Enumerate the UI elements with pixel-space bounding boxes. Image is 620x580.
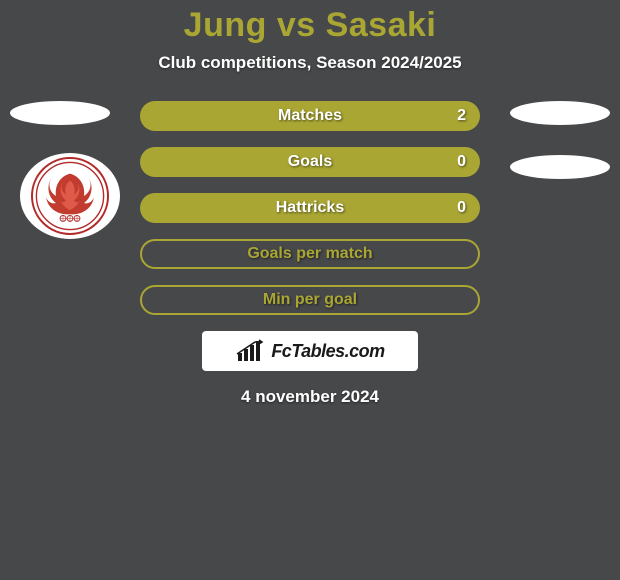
- phoenix-icon: [35, 161, 105, 231]
- stat-label: Min per goal: [263, 291, 357, 309]
- stat-value: 0: [457, 199, 466, 217]
- stat-row-goals-per-match: Goals per match: [140, 239, 480, 269]
- stat-label: Goals: [288, 153, 332, 171]
- stat-label: Hattricks: [276, 199, 344, 217]
- stats-rows: Matches 2 Goals 0 Hattricks 0 Goals per …: [140, 101, 480, 315]
- content-area: Matches 2 Goals 0 Hattricks 0 Goals per …: [0, 101, 620, 407]
- page-subtitle: Club competitions, Season 2024/2025: [0, 53, 620, 73]
- branding-box: FcTables.com: [202, 331, 418, 371]
- stat-label: Matches: [278, 107, 342, 125]
- stat-row-matches: Matches 2: [140, 101, 480, 131]
- stat-value: 0: [457, 153, 466, 171]
- left-player-oval: [10, 101, 110, 125]
- stat-row-min-per-goal: Min per goal: [140, 285, 480, 315]
- chart-icon: [235, 339, 269, 363]
- club-badge: [20, 153, 120, 239]
- page-root: Jung vs Sasaki Club competitions, Season…: [0, 0, 620, 580]
- footer-date: 4 november 2024: [0, 387, 620, 407]
- right-player-oval-2: [510, 155, 610, 179]
- branding-text: FcTables.com: [271, 341, 384, 362]
- stat-value: 2: [457, 107, 466, 125]
- club-badge-inner: [31, 157, 109, 235]
- page-title: Jung vs Sasaki: [0, 6, 620, 45]
- stat-row-goals: Goals 0: [140, 147, 480, 177]
- stat-row-hattricks: Hattricks 0: [140, 193, 480, 223]
- right-player-oval-1: [510, 101, 610, 125]
- stat-label: Goals per match: [247, 245, 372, 263]
